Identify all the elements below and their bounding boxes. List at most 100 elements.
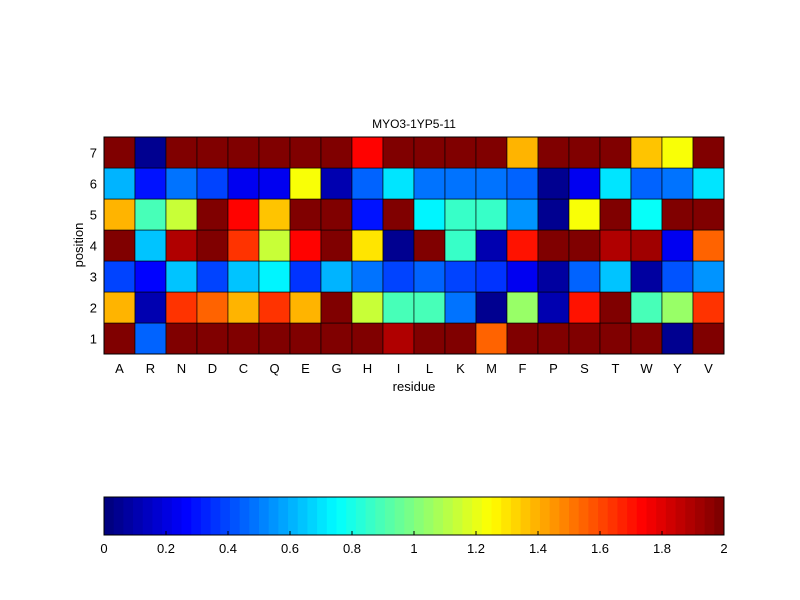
cell-W-1 [630,322,663,355]
y-tick-label: 1 [90,332,97,347]
cell-F-6 [506,167,539,200]
cell-R-6 [134,167,167,200]
cell-F-2 [506,291,539,324]
cell-Q-2 [258,291,291,324]
cell-C-3 [227,260,260,293]
cell-K-6 [444,167,477,200]
cell-N-7 [165,136,198,169]
colorbar-band [646,497,657,535]
cell-C-6 [227,167,260,200]
cell-P-7 [537,136,570,169]
cell-G-3 [320,260,353,293]
cell-L-1 [413,322,446,355]
colorbar-band [481,497,492,535]
x-tick-label: K [456,361,465,376]
cell-K-1 [444,322,477,355]
cell-I-4 [382,229,415,262]
cell-D-4 [196,229,229,262]
cell-D-1 [196,322,229,355]
cell-G-1 [320,322,353,355]
cell-H-6 [351,167,384,200]
x-tick-label: R [146,361,155,376]
cell-Q-1 [258,322,291,355]
cell-Q-7 [258,136,291,169]
chart-title: MYO3-1YP5-11 [372,117,456,131]
cell-T-5 [599,198,632,231]
x-tick-label: G [331,361,341,376]
colorbar-band [249,497,260,535]
cell-N-4 [165,229,198,262]
cell-M-5 [475,198,508,231]
cell-S-5 [568,198,601,231]
cell-V-6 [692,167,725,200]
colorbar-band [414,497,425,535]
colorbar-band [714,497,725,535]
cell-E-6 [289,167,322,200]
cell-A-1 [103,322,136,355]
colorbar-band [627,497,638,535]
cell-L-5 [413,198,446,231]
cell-A-4 [103,229,136,262]
cell-Y-1 [661,322,694,355]
colorbar-band [394,497,405,535]
cell-P-3 [537,260,570,293]
cell-T-1 [599,322,632,355]
colorbar-band [404,497,415,535]
colorbar-tick-label: 1.2 [467,541,485,556]
cell-Y-4 [661,229,694,262]
colorbar-band [520,497,531,535]
colorbar-band [123,497,134,535]
cell-C-4 [227,229,260,262]
cell-V-7 [692,136,725,169]
colorbar-band [210,497,221,535]
cell-A-3 [103,260,136,293]
cell-N-5 [165,198,198,231]
colorbar-band [559,497,570,535]
cell-W-5 [630,198,663,231]
cell-T-3 [599,260,632,293]
colorbar-band [694,497,706,535]
colorbar-band [133,497,144,535]
cell-K-7 [444,136,477,169]
y-tick-labels: 1 2 3 4 5 6 7 [90,146,97,347]
y-tick-label: 6 [90,177,97,192]
colorbar-band [491,497,502,535]
cell-W-6 [630,167,663,200]
colorbar-band [220,497,231,535]
x-tick-label: W [640,361,653,376]
cell-E-2 [289,291,322,324]
colorbar-tick-label: 0 [100,541,107,556]
colorbar-band [617,497,628,535]
colorbar-band [113,497,124,535]
colorbar-band [229,497,241,535]
cell-P-1 [537,322,570,355]
cell-Y-2 [661,291,694,324]
cell-V-1 [692,322,725,355]
cell-A-5 [103,198,136,231]
cell-H-2 [351,291,384,324]
colorbar-band [452,497,463,535]
cell-M-6 [475,167,508,200]
cell-N-6 [165,167,198,200]
cell-W-4 [630,229,663,262]
cell-G-4 [320,229,353,262]
cell-S-7 [568,136,601,169]
cell-E-5 [289,198,322,231]
y-tick-label: 3 [90,270,97,285]
colorbar-band [530,497,541,535]
cell-R-4 [134,229,167,262]
plot-frame [103,136,725,355]
cell-K-5 [444,198,477,231]
colorbar-band [656,497,667,535]
colorbar-band [510,497,522,535]
colorbar-band [549,497,560,535]
colorbar-band [472,497,483,535]
y-tick-label: 2 [90,301,97,316]
colorbar-band [355,497,367,535]
cell-P-2 [537,291,570,324]
cell-Q-4 [258,229,291,262]
colorbar-band [384,497,396,535]
cell-N-2 [165,291,198,324]
cell-Y-5 [661,198,694,231]
colorbar-band [365,497,376,535]
